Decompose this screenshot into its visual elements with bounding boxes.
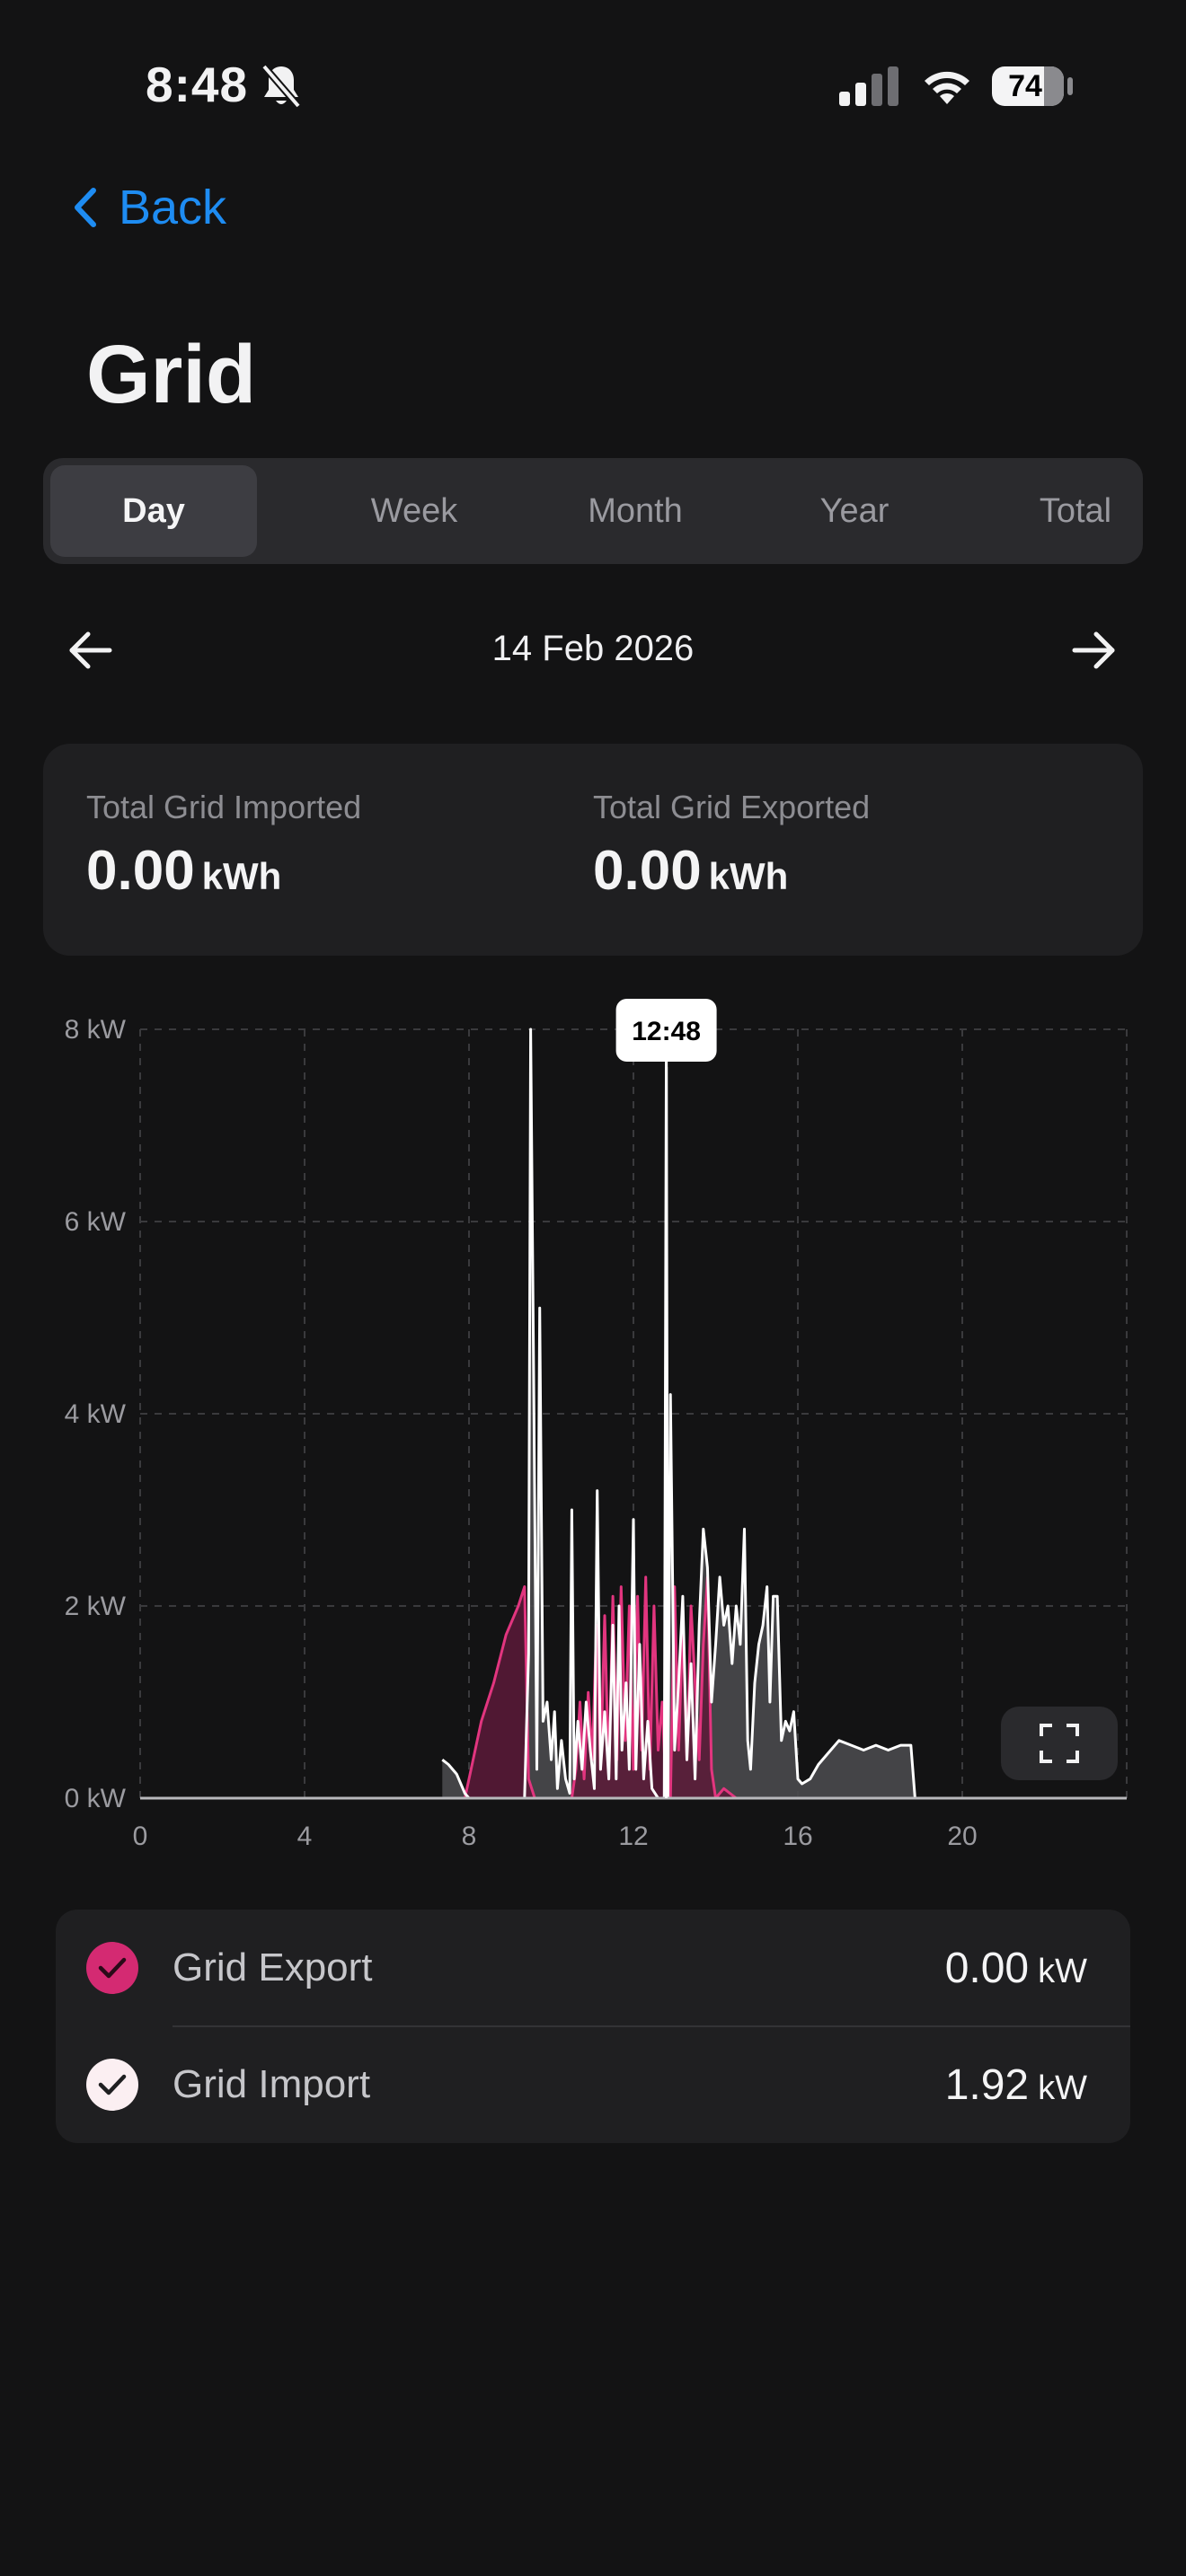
series-legend: Grid Export 0.00 kW Grid Import 1.92 kW bbox=[56, 1910, 1130, 2143]
total-imported-label: Total Grid Imported bbox=[86, 789, 362, 825]
total-exported-label: Total Grid Exported bbox=[593, 789, 871, 825]
y-tick-label: 4 kW bbox=[65, 1399, 127, 1429]
battery-icon: 74 bbox=[992, 66, 1064, 106]
tab-year[interactable]: Year bbox=[819, 491, 890, 530]
x-tick-label: 20 bbox=[947, 1822, 977, 1851]
cursor-time-label: 12:48 bbox=[632, 1017, 701, 1046]
total-imported-unit: kWh bbox=[201, 855, 282, 897]
tab-month[interactable]: Month bbox=[588, 491, 683, 530]
y-tick-label: 2 kW bbox=[65, 1592, 127, 1621]
legend-value-unit: kW bbox=[1038, 1952, 1087, 1990]
y-tick-label: 8 kW bbox=[65, 1015, 127, 1045]
legend-value-number: 0.00 bbox=[944, 1944, 1030, 1992]
legend-value-unit: kW bbox=[1038, 2069, 1087, 2107]
back-button[interactable]: Back bbox=[72, 180, 226, 235]
x-tick-label: 12 bbox=[618, 1822, 648, 1851]
bell-slash-icon bbox=[261, 63, 302, 114]
x-tick-label: 8 bbox=[462, 1822, 477, 1851]
page-title: Grid bbox=[86, 329, 257, 420]
chevron-left-icon bbox=[75, 188, 96, 227]
legend-value: 0.00 kW bbox=[945, 1944, 1087, 1993]
cellular-signal-icon bbox=[839, 66, 902, 110]
tab-total[interactable]: Total bbox=[1039, 491, 1112, 530]
legend-item-grid-import[interactable]: Grid Import 1.92 kW bbox=[56, 2026, 1130, 2143]
x-tick-label: 0 bbox=[133, 1822, 148, 1851]
total-exported-value: 0.00 bbox=[593, 840, 702, 902]
battery-percent: 74 bbox=[1008, 69, 1042, 103]
tab-week[interactable]: Week bbox=[370, 491, 458, 530]
arrow-right-icon bbox=[1072, 631, 1115, 669]
back-label: Back bbox=[119, 181, 227, 234]
total-exported-unit: kWh bbox=[708, 855, 789, 897]
battery-cap bbox=[1067, 77, 1073, 95]
period-tabs: Day Week Month Year Total bbox=[43, 458, 1143, 564]
tab-day[interactable]: Day bbox=[50, 465, 257, 557]
next-day-button[interactable] bbox=[1069, 625, 1120, 680]
checkmark-icon[interactable] bbox=[86, 2059, 138, 2111]
totals-card: Total Grid Imported 0.00 kWh Total Grid E… bbox=[43, 744, 1143, 956]
legend-label: Grid Export bbox=[173, 1945, 373, 1989]
divider bbox=[173, 2025, 1130, 2027]
legend-item-grid-export[interactable]: Grid Export 0.00 kW bbox=[56, 1910, 1130, 2027]
arrow-left-icon bbox=[69, 631, 112, 669]
y-tick-label: 6 kW bbox=[65, 1207, 127, 1237]
previous-day-button[interactable] bbox=[65, 625, 115, 680]
fullscreen-button[interactable] bbox=[1001, 1707, 1118, 1780]
legend-label: Grid Import bbox=[173, 2062, 371, 2106]
selected-date: 14 Feb 2026 bbox=[491, 629, 695, 668]
y-tick-label: 0 kW bbox=[65, 1784, 127, 1813]
x-tick-label: 16 bbox=[783, 1822, 812, 1851]
status-time: 8:48 bbox=[146, 57, 249, 112]
wifi-icon bbox=[920, 63, 974, 112]
cursor-tooltip bbox=[615, 999, 717, 1062]
expand-icon bbox=[1040, 1724, 1079, 1763]
total-exported: Total Grid Exported 0.00 kWh bbox=[593, 789, 870, 903]
legend-value-number: 1.92 bbox=[944, 2060, 1030, 2109]
legend-value: 1.92 kW bbox=[945, 2060, 1087, 2110]
x-tick-label: 4 bbox=[297, 1822, 313, 1851]
total-imported-value: 0.00 bbox=[86, 840, 195, 902]
total-imported: Total Grid Imported 0.00 kWh bbox=[86, 789, 361, 903]
grid-power-chart[interactable]: 0 kW 2 kW 4 kW 6 kW 8 kW 0 4 8 12 16 20 12:48 bbox=[0, 988, 1186, 1868]
checkmark-icon[interactable] bbox=[86, 1942, 138, 1994]
